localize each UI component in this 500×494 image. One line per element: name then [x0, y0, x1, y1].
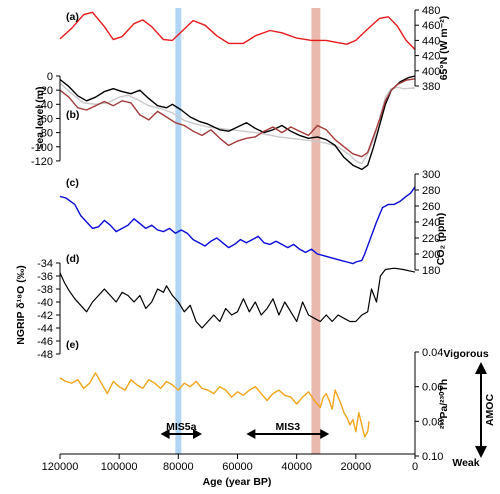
panel-4-tick-label: -34 — [37, 258, 53, 270]
x-axis-ticks: 120000 100000 80000 60000 40000 20000 0 — [42, 454, 418, 473]
panel-4-tick-label: -40 — [37, 297, 53, 309]
annotation-1-label: MIS5a — [166, 421, 197, 433]
panel-2-tick-label: -80 — [37, 128, 53, 140]
panel-5-letter: (e) — [66, 339, 79, 351]
x-tick-label: 20000 — [341, 461, 372, 473]
panel-4-tick-label: -42 — [37, 310, 53, 322]
amoc-label: AMOC — [484, 394, 496, 426]
panel-1-tick-label: 380 — [422, 81, 440, 93]
panel-2-series-1 — [59, 82, 416, 165]
panel-2-tick-label: 0 — [47, 71, 53, 83]
amoc-arrow-up-head — [475, 362, 487, 374]
panel-3-tick-label: 220 — [422, 233, 440, 245]
panel-1-tick-label: 480 — [422, 5, 440, 17]
panel-3-letter: (c) — [66, 177, 79, 189]
x-tick-label: 0 — [412, 461, 418, 473]
x-tick-label: 80000 — [163, 461, 194, 473]
x-axis-label: Age (year BP) — [203, 476, 272, 488]
annotation-1-left-head — [160, 429, 170, 439]
x-tick-label: 120000 — [42, 461, 79, 473]
panel-2-tick-label: -20 — [37, 85, 53, 97]
data-series — [59, 11, 416, 438]
panel-1-y-label: 65°N (W m⁻²) — [438, 16, 450, 81]
panel-4-tick-label: -48 — [37, 349, 53, 361]
panel-4-y-label: NGRIP δ¹⁸O (‰) — [15, 265, 27, 344]
annotations: MIS5a MIS3 — [160, 421, 330, 439]
axes: 380 400 420 440 460 480 (a) 65°N (W m⁻²) 0 -20 -40… — [15, 5, 450, 463]
panel-2-series-2 — [59, 75, 416, 171]
panel-5-tick-label: 0.10 — [422, 451, 443, 463]
panel-3-tick-label: 240 — [422, 217, 440, 229]
panel-2-tick-label: -120 — [31, 156, 53, 168]
panel-3-y-label: CO₂ (ppm) — [435, 213, 447, 266]
panel-2-series-3 — [59, 78, 416, 158]
panel-1-tick-label: 460 — [422, 20, 440, 32]
panel-2-y-label: sea level (m) — [34, 86, 46, 149]
panel-3-tick-label: 300 — [422, 169, 440, 181]
panel-1-series-1 — [59, 11, 416, 50]
x-tick-label: 60000 — [222, 461, 253, 473]
panel-3-tick-label: 260 — [422, 201, 440, 213]
panel-1-tick-label: 400 — [422, 66, 440, 78]
panel-2-tick-label: -100 — [31, 142, 53, 154]
panel-5-y-label: ²³¹Pa/²³⁰Th — [438, 379, 450, 429]
panel-4-tick-label: -36 — [37, 271, 53, 283]
panel-3-tick-label: 180 — [422, 265, 440, 277]
panel-4-tick-label: -46 — [37, 336, 53, 348]
panel-5-tick-label: 0.06 — [422, 382, 443, 394]
panel-3-tick-label: 200 — [422, 249, 440, 261]
panel-3-series-1 — [59, 186, 416, 265]
panel-2-tick-label: -40 — [37, 99, 53, 111]
x-tick-label: 100000 — [101, 461, 138, 473]
panel-2-letter: (b) — [66, 109, 79, 121]
annotation-1-right-head — [193, 429, 202, 439]
amoc-arrow-down-head — [475, 446, 487, 458]
annotation-2-left-head — [246, 429, 256, 439]
amoc-weak-label: Weak — [452, 457, 479, 469]
panel-4-series-1 — [59, 267, 416, 329]
panel-2-tick-label: -60 — [37, 113, 53, 125]
highlight-band-2 — [311, 8, 321, 454]
panel-3-tick-label: 280 — [422, 185, 440, 197]
amoc-indicator: Vigorous Weak AMOC — [443, 348, 496, 469]
panel-5-series-1 — [59, 372, 370, 438]
panel-1-tick-label: 440 — [422, 35, 440, 47]
highlight-bands — [175, 8, 321, 454]
annotation-2-right-head — [320, 429, 330, 439]
amoc-vigorous-label: Vigorous — [443, 348, 488, 360]
panel-1-letter: (a) — [66, 11, 79, 23]
panel-1-tick-label: 420 — [422, 51, 440, 63]
x-tick-label: 40000 — [281, 461, 312, 473]
panel-4-tick-label: -44 — [37, 323, 53, 335]
panel-4-letter: (d) — [66, 253, 79, 265]
annotation-2-label: MIS3 — [276, 421, 301, 433]
panel-5-tick-label: 0.08 — [422, 416, 443, 428]
panel-5-tick-label: 0.04 — [422, 347, 443, 359]
panel-4-tick-label: -38 — [37, 284, 53, 296]
